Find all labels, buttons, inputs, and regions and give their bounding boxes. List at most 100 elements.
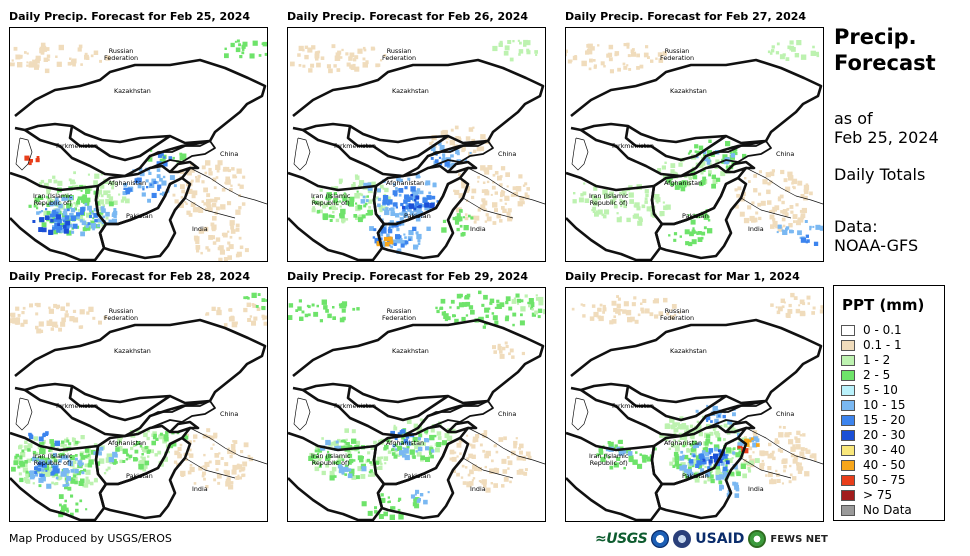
precip-cell [392, 183, 396, 186]
precip-cell [204, 171, 208, 175]
precip-cell [779, 54, 785, 60]
precip-cell [696, 155, 699, 159]
precip-cell [351, 429, 356, 434]
precip-cell [42, 45, 47, 50]
precip-cell [316, 304, 319, 308]
precip-cell [208, 235, 214, 240]
precip-cell [693, 175, 698, 180]
precip-cell [209, 435, 215, 441]
precip-cell [117, 445, 123, 452]
precip-cell [725, 165, 729, 169]
legend-label: 0.1 - 1 [863, 338, 902, 352]
precip-cell [442, 219, 447, 223]
precip-cell [57, 223, 60, 226]
precip-cell [662, 51, 667, 56]
precip-cell [776, 479, 781, 483]
precip-cell [534, 50, 538, 54]
precip-cell [389, 514, 395, 520]
precip-cell [342, 196, 348, 202]
precip-cell [642, 458, 647, 463]
precip-cell [326, 192, 332, 198]
precip-cell [502, 208, 507, 213]
precip-cell [345, 52, 349, 56]
precip-cell [340, 445, 346, 451]
precip-cell [502, 469, 508, 474]
precip-cell [51, 481, 54, 485]
legend-swatch [841, 504, 855, 516]
precip-cell [614, 444, 618, 448]
precip-cell [483, 484, 487, 488]
precip-cell [604, 209, 610, 215]
precip-cell [715, 470, 721, 476]
panel-title: Daily Precip. Forecast for Mar 1, 2024 [565, 270, 800, 283]
precip-cell [138, 167, 143, 172]
precip-cell [812, 45, 815, 49]
precip-cell [768, 442, 772, 447]
precip-cell [37, 468, 41, 472]
precip-cell [698, 453, 704, 459]
precip-cell [310, 63, 315, 68]
precip-cell [49, 202, 54, 207]
precip-cell [591, 194, 594, 198]
precip-cell [637, 463, 643, 469]
precip-cell [32, 59, 38, 65]
precip-cell [86, 311, 90, 315]
precip-cell [471, 479, 474, 482]
precip-cell [742, 473, 747, 479]
precip-cell [186, 183, 190, 187]
precip-cell [72, 317, 79, 323]
precip-cell [241, 202, 246, 206]
precip-cell [402, 453, 406, 458]
precip-cell [814, 458, 817, 461]
precip-cell [589, 316, 595, 321]
precip-cell [90, 223, 97, 229]
data-source: NOAA-GFS [834, 236, 919, 255]
precip-cell [58, 494, 64, 499]
precip-cell [237, 474, 240, 477]
precip-cell [714, 418, 719, 424]
precip-cell [21, 311, 25, 315]
legend-swatch [841, 459, 855, 471]
country-label-india: India [470, 485, 486, 493]
precip-cell [608, 44, 614, 50]
precip-cell [174, 199, 179, 204]
precip-cell [708, 170, 712, 174]
precip-cell [628, 68, 632, 71]
precip-cell [819, 225, 823, 231]
precip-cell [239, 184, 244, 189]
precip-cell [597, 44, 600, 47]
precip-cell [802, 302, 806, 306]
precip-cell [380, 493, 384, 497]
country-label-india: India [192, 225, 208, 233]
precip-cell [781, 200, 785, 205]
precip-cell [673, 439, 676, 442]
country-label-turkmenistan: Turkmenistan [611, 142, 655, 150]
precip-cell [188, 213, 193, 217]
precip-cell [393, 193, 398, 197]
precip-cell [637, 220, 643, 226]
country-border [14, 318, 267, 405]
precip-cell [186, 433, 189, 437]
precip-cell [782, 229, 788, 235]
precip-cell [328, 214, 332, 218]
precip-cell [682, 464, 687, 470]
precip-cell [462, 216, 465, 219]
precip-cell [507, 40, 512, 44]
precip-cell [627, 451, 633, 456]
precip-cell [336, 68, 341, 72]
precip-cell [382, 208, 385, 211]
precip-cell [26, 458, 31, 463]
precip-cell [499, 198, 503, 202]
precip-cell [232, 440, 235, 443]
precip-cell [735, 487, 740, 492]
precip-cell [420, 455, 425, 461]
precip-cell [607, 441, 611, 445]
precip-cell [333, 475, 337, 478]
precip-cell [81, 218, 85, 222]
precip-cell [689, 459, 694, 464]
precip-cell [739, 441, 745, 446]
precip-cell [593, 311, 599, 318]
precip-cell [484, 220, 488, 223]
precip-cell [670, 169, 675, 174]
precip-cell [342, 439, 346, 443]
